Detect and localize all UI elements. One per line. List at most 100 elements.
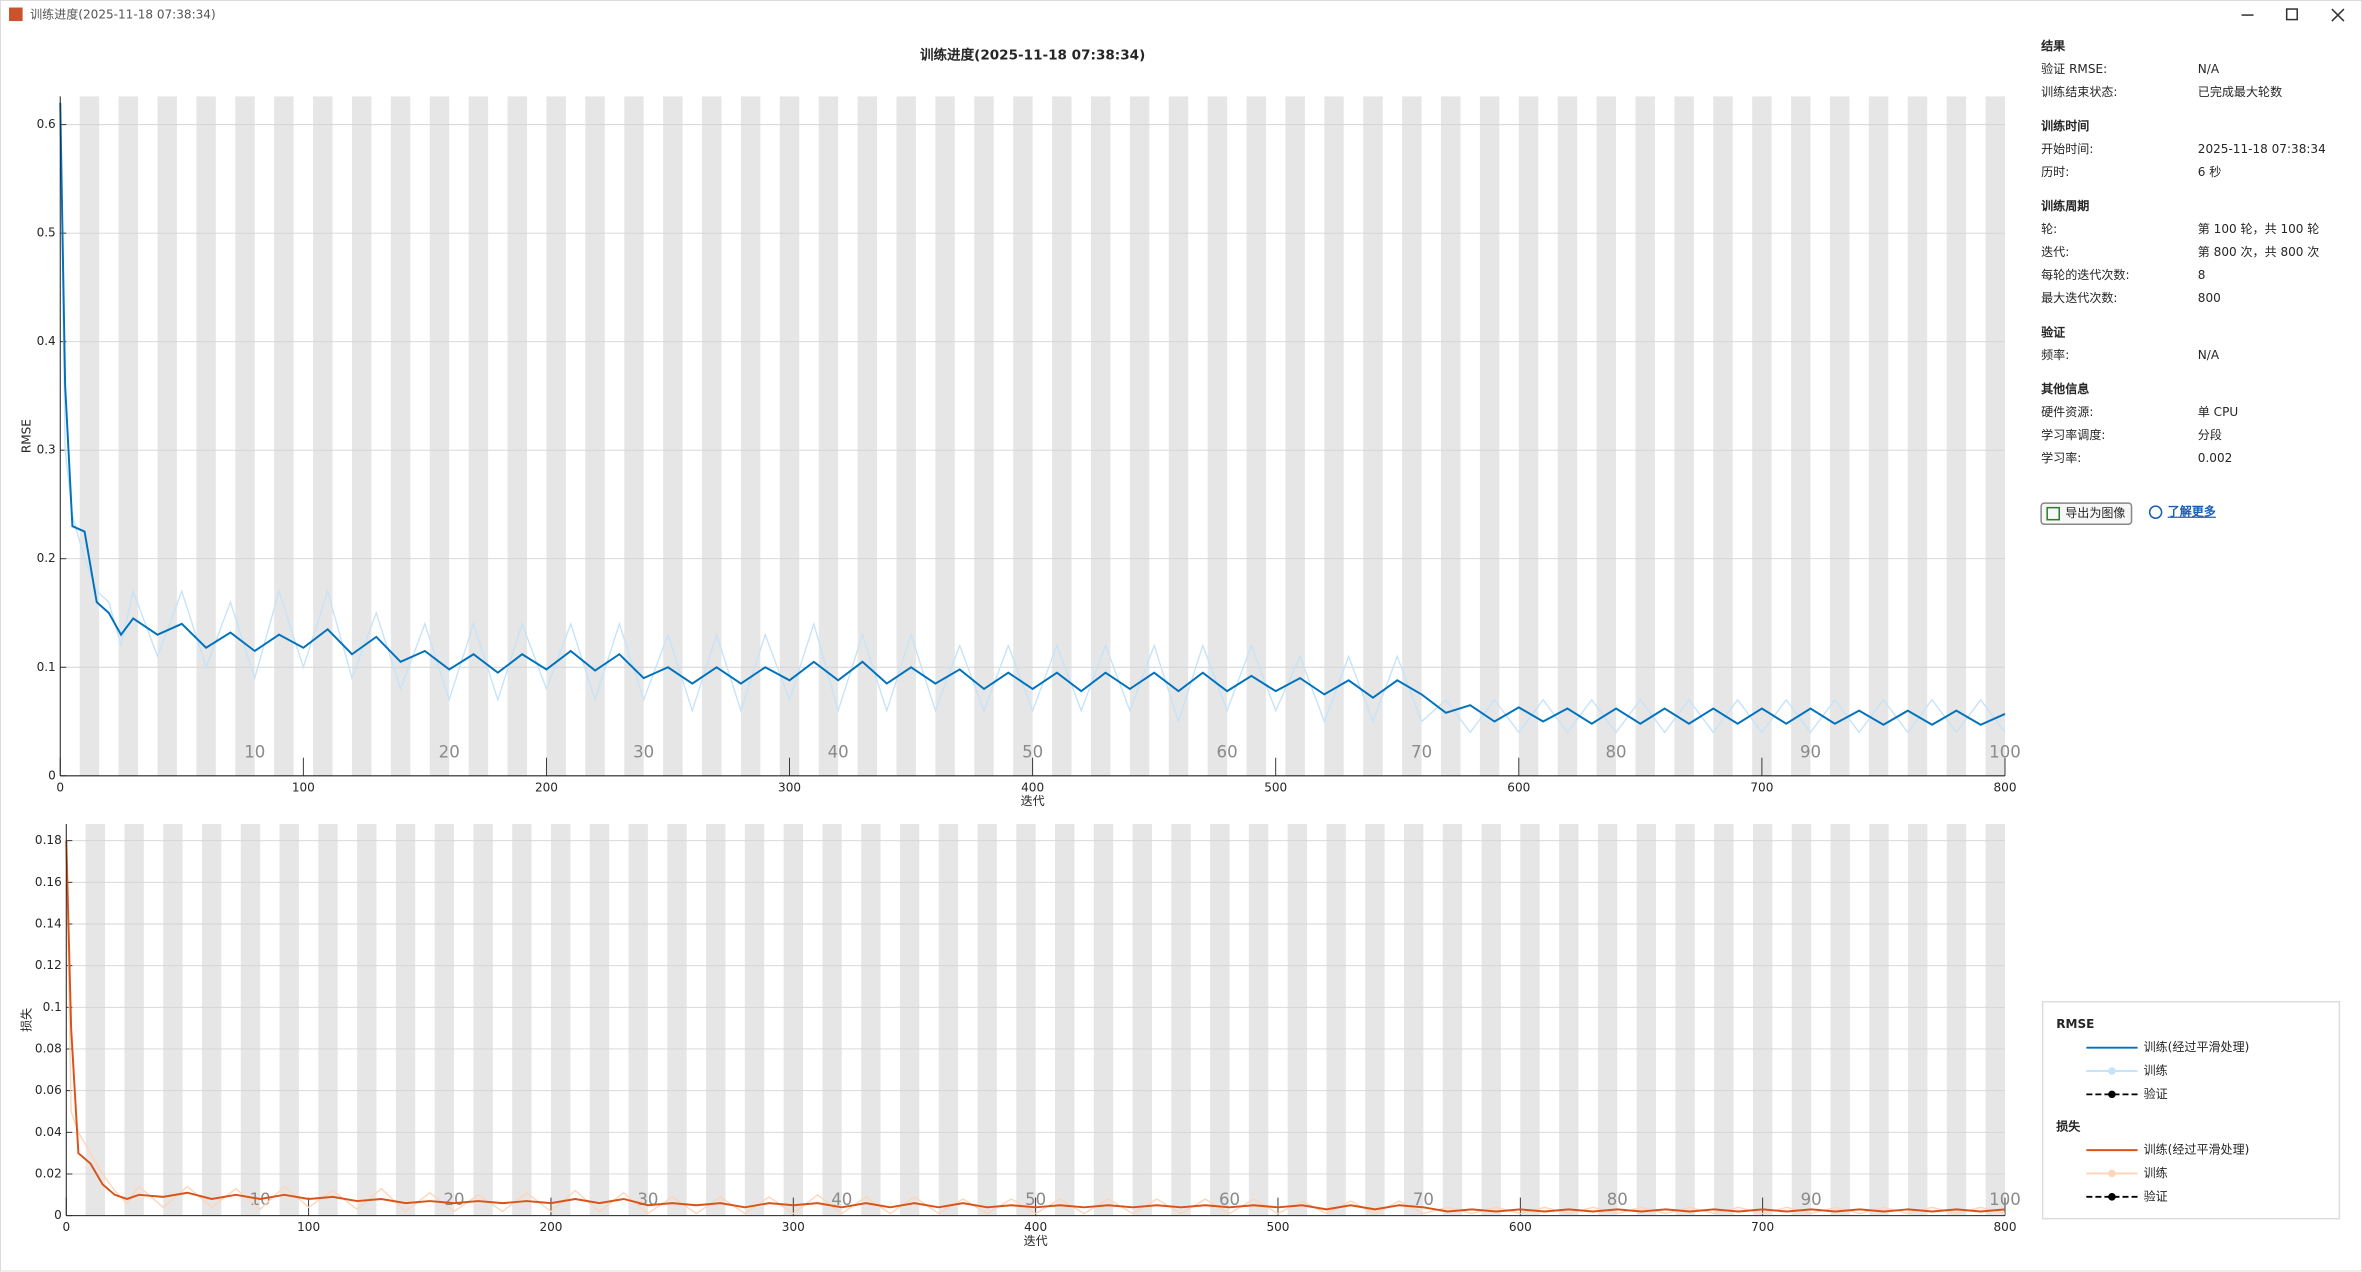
section-title: 验证 [2041,324,2065,339]
epoch-band [1481,823,1501,1216]
epoch-band [357,823,377,1216]
epoch-band [857,96,878,776]
epoch-band [1442,823,1463,1216]
legend-label: 训练 [2144,1165,2168,1180]
learn-more-link[interactable]: 了解更多 [2168,504,2216,519]
x-tick-label: 400 [1021,780,1044,794]
raw-line [65,840,2006,1215]
epoch-band [1171,823,1191,1216]
epoch-label: 90 [1801,1190,1822,1209]
y-axis-label: 损失 [19,1008,34,1032]
epoch-band [1324,96,1344,776]
epoch-band [1597,823,1618,1216]
x-tick-label: 300 [782,1220,805,1234]
epoch-band [279,823,299,1216]
epoch-band [1363,96,1383,776]
y-tick-label: 0.16 [35,875,62,889]
export-button-label[interactable]: 导出为图像 [2065,506,2125,520]
x-tick-label: 200 [539,1220,562,1234]
epoch-band [1868,96,1889,776]
section-title: 其他信息 [2041,381,2089,396]
y-tick-label: 0 [48,768,56,782]
info-value: 分段 [2198,427,2222,442]
epoch-band [434,823,455,1216]
epoch-label: 70 [1411,743,1432,762]
epoch-label: 100 [1989,743,2021,762]
epoch-band [744,823,765,1216]
y-tick-label: 0.18 [35,833,62,847]
epoch-band [628,823,648,1216]
epoch-band [1714,823,1734,1216]
epoch-band [1985,823,2005,1216]
epoch-band [1518,96,1539,776]
x-tick-label: 700 [1751,1220,1774,1234]
close-button[interactable] [2331,8,2345,22]
epoch-band [79,96,100,776]
y-tick-label: 0.1 [43,1000,62,1014]
y-tick-label: 0.04 [35,1125,62,1139]
export-button[interactable] [2040,502,2133,525]
legend-label: 验证 [2144,1188,2168,1203]
epoch-band [313,96,333,776]
info-value: 8 [2198,268,2206,282]
info-label: 频率: [2041,347,2069,362]
epoch-label: 20 [439,743,460,762]
epoch-band [1985,96,2005,776]
raw-line [59,102,2006,734]
epoch-band [1441,96,1461,776]
epoch-band [1365,823,1385,1216]
epoch-label: 90 [1800,743,1821,762]
epoch-band [1055,823,1075,1216]
epoch-band [1675,823,1695,1216]
x-tick-label: 100 [292,780,315,794]
legend-marker [2108,1193,2116,1201]
legend-title: 损失 [2056,1118,2081,1133]
legend-label: 验证 [2144,1086,2168,1101]
epoch-label: 40 [828,743,849,762]
epoch-band [624,96,644,776]
epoch-band [395,823,416,1216]
info-value: 已完成最大轮数 [2198,84,2282,99]
y-tick-label: 0.4 [37,334,56,348]
info-label: 验证 RMSE: [2041,61,2107,76]
epoch-band [702,96,722,776]
epoch-band [1326,823,1346,1216]
epoch-band [1752,823,1773,1216]
info-value: 第 800 次，共 800 次 [2198,245,2320,259]
epoch-band [240,823,261,1216]
epoch-band [1210,823,1230,1216]
maximize-button[interactable] [2285,8,2298,21]
epoch-label: 80 [1606,743,1627,762]
info-label: 历时: [2041,165,2069,179]
legend-marker [2108,1090,2116,1099]
epoch-band [1559,823,1579,1216]
x-tick-label: 100 [297,1220,320,1234]
x-tick-label: 500 [1266,1220,1289,1234]
info-value: N/A [2198,348,2220,362]
epoch-label: 30 [633,743,654,762]
info-label: 每轮的迭代次数: [2041,267,2129,282]
epoch-label: 80 [1607,1190,1628,1209]
info-label: 训练结束状态: [2041,84,2117,99]
info-label: 硬件资源: [2041,405,2093,419]
epoch-label: 30 [637,1190,658,1209]
epoch-label: 10 [244,743,265,762]
x-axis-label: 迭代 [1021,794,1045,808]
epoch-band [818,96,839,776]
epoch-label: 100 [1989,1190,2021,1209]
legend-label: 训练(经过平滑处理) [2144,1039,2250,1054]
y-tick-label: 0.06 [35,1083,62,1097]
y-tick-label: 0.08 [35,1041,62,1055]
epoch-band [1248,823,1269,1216]
epoch-band [822,823,842,1216]
x-tick-label: 700 [1750,780,1773,794]
epoch-band [1246,96,1266,776]
epoch-band [783,823,803,1216]
epoch-label: 20 [443,1190,464,1209]
section-title: 结果 [2041,38,2066,53]
epoch-band [512,823,532,1216]
epoch-band [1908,823,1928,1216]
epoch-band [938,823,959,1216]
epoch-band [974,96,994,776]
